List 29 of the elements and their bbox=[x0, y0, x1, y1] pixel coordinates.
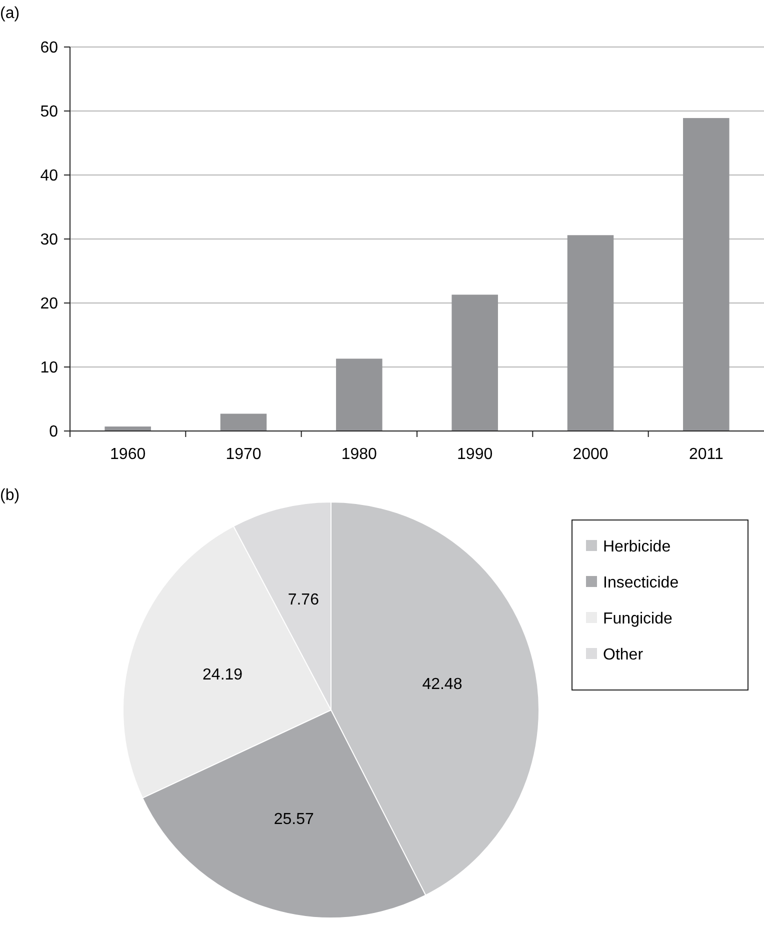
x-tick-label: 1980 bbox=[341, 446, 378, 463]
y-tick-label: 0 bbox=[49, 424, 58, 441]
x-tick-label: 1960 bbox=[110, 446, 146, 463]
chart-title: (b) bbox=[0, 487, 20, 504]
data-label: 7.76 bbox=[288, 592, 320, 609]
bar bbox=[336, 358, 382, 431]
bar bbox=[220, 414, 267, 431]
legend-label: Other bbox=[603, 646, 644, 664]
y-tick-label: 40 bbox=[40, 168, 58, 185]
data-label: 24.19 bbox=[202, 666, 243, 684]
bar bbox=[683, 118, 730, 431]
bar bbox=[452, 294, 498, 431]
data-label: 25.57 bbox=[274, 810, 314, 828]
legend-label: Herbicide bbox=[603, 538, 671, 556]
y-tick-label: 30 bbox=[40, 232, 58, 249]
legend-label: Insecticide bbox=[603, 574, 679, 592]
x-tick-label: 2011 bbox=[688, 446, 724, 463]
bar bbox=[567, 235, 614, 431]
x-tick-label: 1970 bbox=[226, 446, 262, 463]
x-tick-label: 2000 bbox=[572, 446, 608, 463]
y-tick-label: 10 bbox=[40, 360, 58, 377]
chart-title: (a) bbox=[0, 5, 20, 22]
data-label: 42.48 bbox=[422, 676, 462, 693]
y-tick-label: 50 bbox=[40, 104, 58, 121]
legend-label: Fungicide bbox=[603, 610, 672, 628]
y-tick-label: 60 bbox=[40, 40, 58, 57]
y-tick-label: 20 bbox=[40, 296, 58, 313]
bar bbox=[104, 426, 151, 431]
x-tick-label: 1990 bbox=[457, 446, 493, 463]
